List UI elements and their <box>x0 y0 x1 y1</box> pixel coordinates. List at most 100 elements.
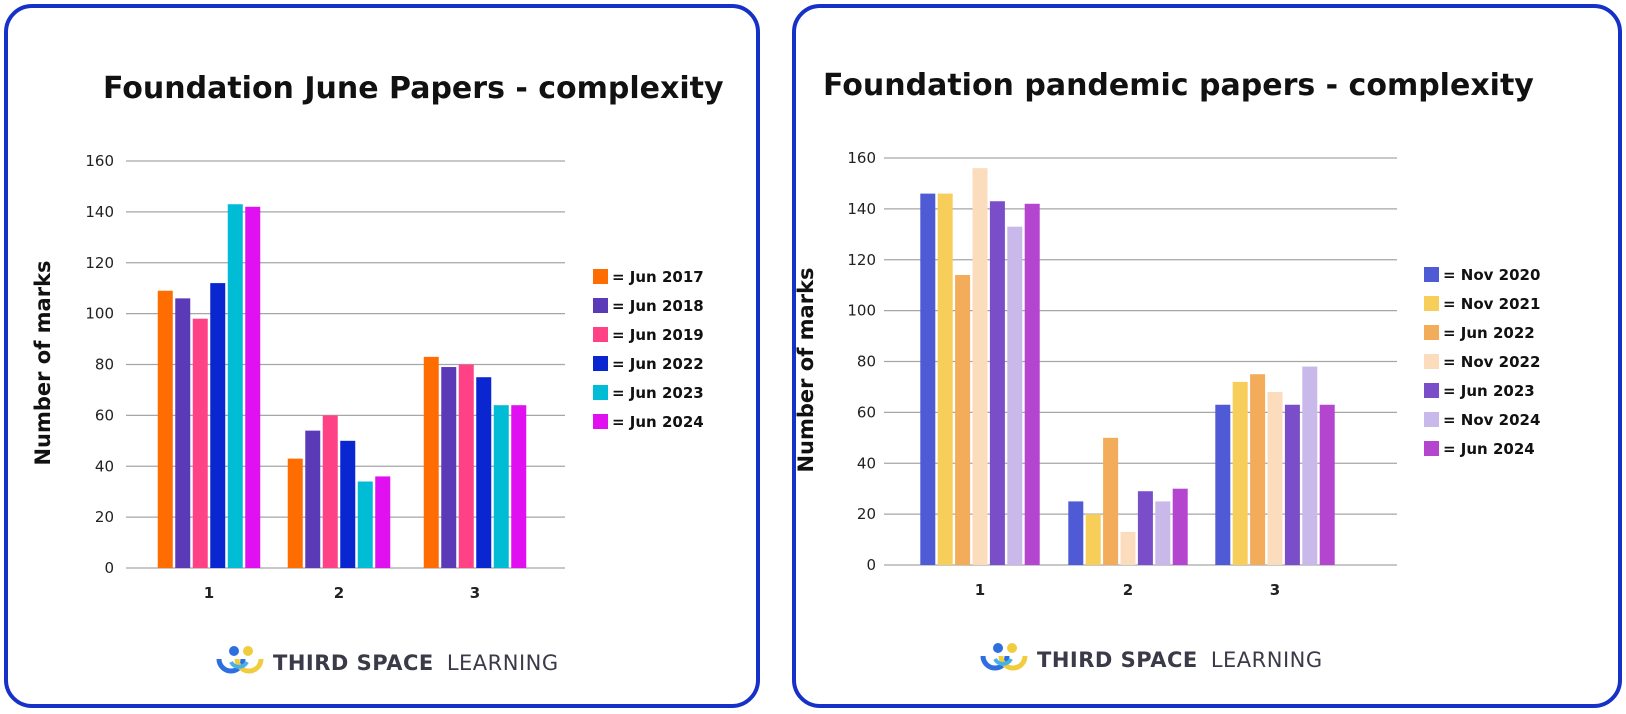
bar-jun-2024-cat-3 <box>511 405 527 568</box>
y-tick-label: 160 <box>847 149 876 167</box>
legend-item: = Nov 2024 <box>1424 411 1540 429</box>
bar-jun-2017-cat-1 <box>157 290 173 568</box>
bar-jun-2024-cat-3 <box>1319 404 1335 565</box>
y-tick-label: 0 <box>866 556 876 574</box>
legend-label: = Nov 2022 <box>1443 353 1540 371</box>
y-tick-label: 60 <box>857 403 876 421</box>
legend-swatch <box>593 414 608 429</box>
y-tick-label: 40 <box>857 454 876 472</box>
bar-nov-2020-cat-1 <box>920 193 936 566</box>
x-category-label: 2 <box>1123 581 1133 599</box>
legend-item: = Jun 2022 <box>593 355 704 373</box>
bar-jun-2022-cat-3 <box>476 377 492 568</box>
bars <box>920 168 1335 566</box>
legend-label: = Jun 2023 <box>612 384 704 402</box>
chart-title: Foundation June Papers - complexity <box>103 71 724 106</box>
bar-nov-2022-cat-3 <box>1267 392 1283 565</box>
legend-swatch <box>593 269 608 284</box>
bar-jun-2023-cat-2 <box>1137 491 1153 565</box>
bar-nov-2020-cat-2 <box>1068 501 1084 565</box>
bar-jun-2023-cat-3 <box>1284 404 1300 565</box>
bar-nov-2021-cat-3 <box>1232 381 1248 565</box>
chart-pandemic-svg: Foundation pandemic papers - complexity … <box>796 68 1540 672</box>
legend-item: = Nov 2020 <box>1424 266 1540 284</box>
category-labels: 1 2 3 <box>975 581 1280 599</box>
y-tick-label: 120 <box>85 254 114 272</box>
svg-text:THIRD SPACE LEARNING: THIRD SPACE LEARNING <box>1037 648 1323 672</box>
bar-jun-2018-cat-1 <box>175 298 191 568</box>
y-tick-label: 0 <box>104 559 114 577</box>
x-category-label: 3 <box>1270 581 1280 599</box>
legend-item: = Nov 2021 <box>1424 295 1540 313</box>
logo-icon <box>216 646 264 674</box>
gridlines: 0 20 40 60 80 100 120 140 160 <box>85 152 565 577</box>
y-axis-title: Number of marks <box>31 260 55 465</box>
third-space-learning-logo: THIRD SPACE LEARNING <box>216 646 559 675</box>
bar-jun-2024-cat-1 <box>245 206 261 568</box>
legend-swatch <box>1424 296 1439 311</box>
x-category-label: 3 <box>470 584 480 602</box>
legend-label: = Jun 2017 <box>612 268 704 286</box>
bar-jun-2023-cat-3 <box>493 405 509 568</box>
legend-swatch <box>1424 412 1439 427</box>
bar-jun-2022-cat-2 <box>340 440 356 568</box>
legend-swatch <box>1424 325 1439 340</box>
svg-text:THIRD SPACE LEARNING: THIRD SPACE LEARNING <box>273 651 559 675</box>
legend-swatch <box>1424 441 1439 456</box>
legend-label: = Jun 2024 <box>1443 440 1535 458</box>
y-tick-label: 100 <box>85 305 114 323</box>
legend-label: = Nov 2021 <box>1443 295 1540 313</box>
legend-label: = Jun 2022 <box>612 355 704 373</box>
bar-jun-2024-cat-2 <box>1172 488 1188 565</box>
legend-label: = Nov 2024 <box>1443 411 1540 429</box>
bar-jun-2024-cat-1 <box>1024 203 1040 565</box>
legend: = Nov 2020 = Nov 2021 = Jun 2022 = Nov 2022… <box>1424 266 1540 458</box>
legend-item: = Jun 2023 <box>1424 382 1535 400</box>
y-tick-label: 60 <box>95 406 114 424</box>
bar-nov-2022-cat-2 <box>1120 531 1136 565</box>
legend-item: = Jun 2023 <box>593 384 704 402</box>
bar-nov-2021-cat-2 <box>1085 514 1101 565</box>
bar-jun-2019-cat-2 <box>322 415 338 568</box>
y-tick-label: 120 <box>847 251 876 269</box>
legend: = Jun 2017 = Jun 2018 = Jun 2019 = Jun 2022… <box>593 268 704 431</box>
bar-jun-2019-cat-3 <box>458 364 474 568</box>
logo-word-learning: LEARNING <box>447 651 559 675</box>
y-tick-label: 140 <box>85 203 114 221</box>
legend-item: = Nov 2022 <box>1424 353 1540 371</box>
y-axis-title: Number of marks <box>796 267 818 472</box>
x-category-label: 1 <box>204 584 214 602</box>
legend-swatch <box>593 298 608 313</box>
legend-item: = Jun 2017 <box>593 268 704 286</box>
y-tick-label: 80 <box>857 353 876 371</box>
y-tick-label: 160 <box>85 152 114 170</box>
y-tick-label: 100 <box>847 302 876 320</box>
bar-jun-2017-cat-3 <box>423 356 439 568</box>
chart-panel-pandemic: Foundation pandemic papers - complexity … <box>792 4 1622 708</box>
logo-word-learning: LEARNING <box>1211 648 1323 672</box>
legend-swatch <box>1424 267 1439 282</box>
bars <box>157 204 527 568</box>
third-space-learning-logo: THIRD SPACE LEARNING <box>980 643 1323 672</box>
bar-jun-2019-cat-1 <box>192 318 208 568</box>
bar-jun-2023-cat-1 <box>227 204 243 568</box>
legend-label: = Jun 2023 <box>1443 382 1535 400</box>
bar-jun-2018-cat-3 <box>441 367 457 568</box>
bar-jun-2022-cat-2 <box>1103 437 1119 565</box>
legend-item: = Jun 2019 <box>593 326 704 344</box>
logo-word-third-space: THIRD SPACE <box>273 651 434 675</box>
legend-swatch <box>593 356 608 371</box>
legend-label: = Jun 2018 <box>612 297 704 315</box>
bar-nov-2022-cat-1 <box>972 168 988 566</box>
legend-label: = Nov 2020 <box>1443 266 1540 284</box>
bar-nov-2024-cat-2 <box>1155 501 1171 565</box>
logo-word-third-space: THIRD SPACE <box>1037 648 1198 672</box>
bar-jun-2023-cat-1 <box>989 201 1005 565</box>
legend-label: = Jun 2019 <box>612 326 704 344</box>
y-tick-label: 20 <box>857 505 876 523</box>
bar-nov-2024-cat-3 <box>1302 366 1318 565</box>
chart-panel-june: Foundation June Papers - complexity Numb… <box>4 4 760 708</box>
bar-jun-2018-cat-2 <box>305 430 321 568</box>
bar-jun-2022-cat-1 <box>210 283 226 568</box>
legend-label: = Jun 2022 <box>1443 324 1535 342</box>
